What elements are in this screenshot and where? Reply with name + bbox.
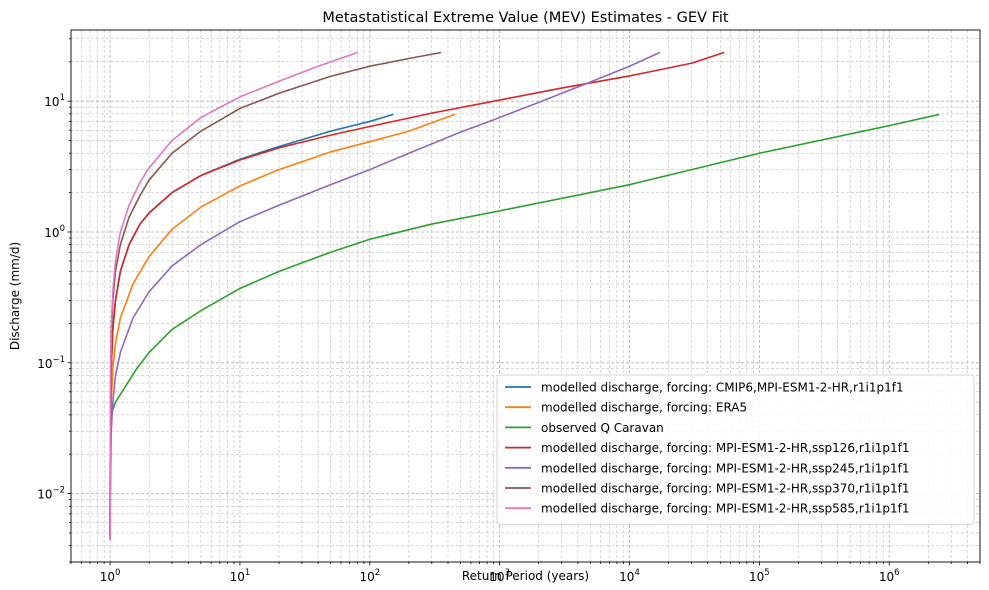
plot-frame	[70, 29, 981, 563]
series-line-2	[109, 113, 456, 540]
legend-label-5: modelled discharge, forcing: MPI-ESM1-2-…	[541, 461, 909, 475]
series-lines	[109, 51, 940, 540]
x-tick-label: 104	[619, 568, 640, 584]
x-tick-label: 106	[879, 568, 900, 584]
x-tick-label: 102	[359, 568, 380, 584]
y-axis-label: Discharge (mm/d)	[8, 242, 22, 350]
ticks: 100 101 102 103 104 105 106 10−2 10−1 100 101	[37, 38, 981, 584]
legend-label-1: modelled discharge, forcing: CMIP6,MPI-E…	[541, 381, 904, 395]
legend-label-7: modelled discharge, forcing: MPI-ESM1-2-…	[541, 502, 909, 516]
y-tick-label: 101	[44, 93, 65, 109]
series-line-3	[109, 113, 940, 540]
legend-label-6: modelled discharge, forcing: MPI-ESM1-2-…	[541, 482, 909, 496]
legend-label-2: modelled discharge, forcing: ERA5	[541, 401, 747, 415]
x-axis-label: Return Period (years)	[462, 569, 589, 583]
legend: modelled discharge, forcing: CMIP6,MPI-E…	[496, 374, 975, 525]
y-tick-label: 10−1	[37, 355, 65, 371]
y-tick-label: 100	[44, 224, 65, 240]
legend-box	[496, 374, 975, 525]
x-tick-label: 100	[100, 568, 121, 584]
series-line-7	[109, 51, 359, 540]
x-tick-label: 103	[489, 568, 510, 584]
y-tick-label: 10−2	[37, 486, 65, 502]
x-tick-label: 101	[230, 568, 251, 584]
series-line-4	[109, 51, 725, 540]
x-tick-label: 105	[749, 568, 770, 584]
legend-label-3: observed Q Caravan	[541, 421, 664, 435]
legend-label-4: modelled discharge, forcing: MPI-ESM1-2-…	[541, 441, 909, 455]
series-line-5	[109, 51, 661, 540]
chart-title: Metastatistical Extreme Value (MEV) Esti…	[322, 10, 728, 26]
